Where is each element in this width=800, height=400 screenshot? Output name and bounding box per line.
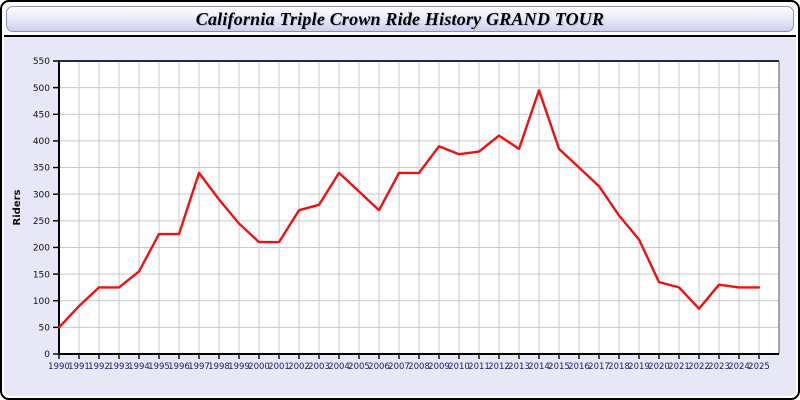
y-axis-labels: 0 50 100 150 200 250 300 350 400 450 500 550 [33, 57, 50, 360]
title-bar: California Triple Crown Ride History GRA… [6, 6, 794, 32]
x-tick-label: 2008 [408, 362, 430, 372]
x-tick-label: 2006 [368, 362, 390, 372]
x-tick-label: 2014 [528, 362, 550, 372]
axis-ticks [53, 60, 760, 359]
x-tick-label: 2002 [288, 362, 310, 372]
x-tick-label: 2020 [648, 362, 670, 372]
x-tick-label: 2015 [548, 362, 570, 372]
x-tick-label: 2001 [268, 362, 290, 372]
y-tick-label: 450 [33, 110, 50, 120]
y-axis-title: Riders [12, 189, 23, 225]
ride-history-line-chart: 0501001502002503003504004505005501990199… [12, 57, 780, 372]
x-tick-label: 2009 [428, 362, 450, 372]
x-tick-label: 1997 [188, 362, 210, 372]
x-tick-label: 2000 [248, 362, 270, 372]
y-tick-label: 150 [33, 270, 50, 280]
x-tick-label: 2024 [728, 362, 750, 372]
x-tick-label: 2013 [508, 362, 530, 372]
x-tick-label: 2021 [668, 362, 690, 372]
x-tick-label: 2019 [628, 362, 650, 372]
x-tick-label: 2025 [748, 362, 770, 372]
x-tick-label: 1993 [108, 362, 130, 372]
page-title: California Triple Crown Ride History GRA… [195, 8, 605, 29]
x-tick-label: 1990 [48, 362, 70, 372]
y-tick-label: 50 [39, 324, 51, 334]
x-tick-label: 2003 [308, 362, 330, 372]
x-tick-label: 2012 [488, 362, 510, 372]
x-tick-label: 2011 [468, 362, 490, 372]
x-tick-label: 2007 [388, 362, 410, 372]
x-tick-label: 2004 [328, 362, 350, 372]
x-tick-label: 2005 [348, 362, 370, 372]
x-tick-label: 1995 [148, 362, 170, 372]
x-tick-label: 1999 [228, 362, 250, 372]
x-tick-label: 2022 [688, 362, 710, 372]
y-tick-label: 400 [33, 137, 50, 147]
x-tick-label: 1994 [128, 362, 150, 372]
y-tick-label: 0 [44, 350, 50, 360]
x-tick-label: 1991 [68, 362, 90, 372]
y-tick-label: 350 [33, 164, 50, 174]
y-tick-label: 500 [33, 84, 50, 94]
y-tick-label: 100 [33, 297, 50, 307]
x-tick-label: 2016 [568, 362, 590, 372]
x-tick-label: 1996 [168, 362, 190, 372]
x-tick-label: 2010 [448, 362, 470, 372]
y-tick-label: 300 [33, 190, 50, 200]
data-line-riders [57, 89, 761, 329]
x-tick-label: 1998 [208, 362, 230, 372]
y-tick-label: 250 [33, 217, 50, 227]
x-tick-label: 1992 [88, 362, 110, 372]
y-tick-label: 200 [33, 244, 50, 254]
chart-panel: 0 50 100 150 200 250 300 350 400 450 500 550 1990 199… [4, 35, 796, 396]
x-tick-label: 2023 [708, 362, 730, 372]
y-tick-label: 550 [33, 57, 50, 67]
x-tick-label: 2017 [588, 362, 610, 372]
x-axis-labels: 1990199119921993199419951996199719981999… [48, 362, 770, 372]
x-tick-label: 2018 [608, 362, 630, 372]
